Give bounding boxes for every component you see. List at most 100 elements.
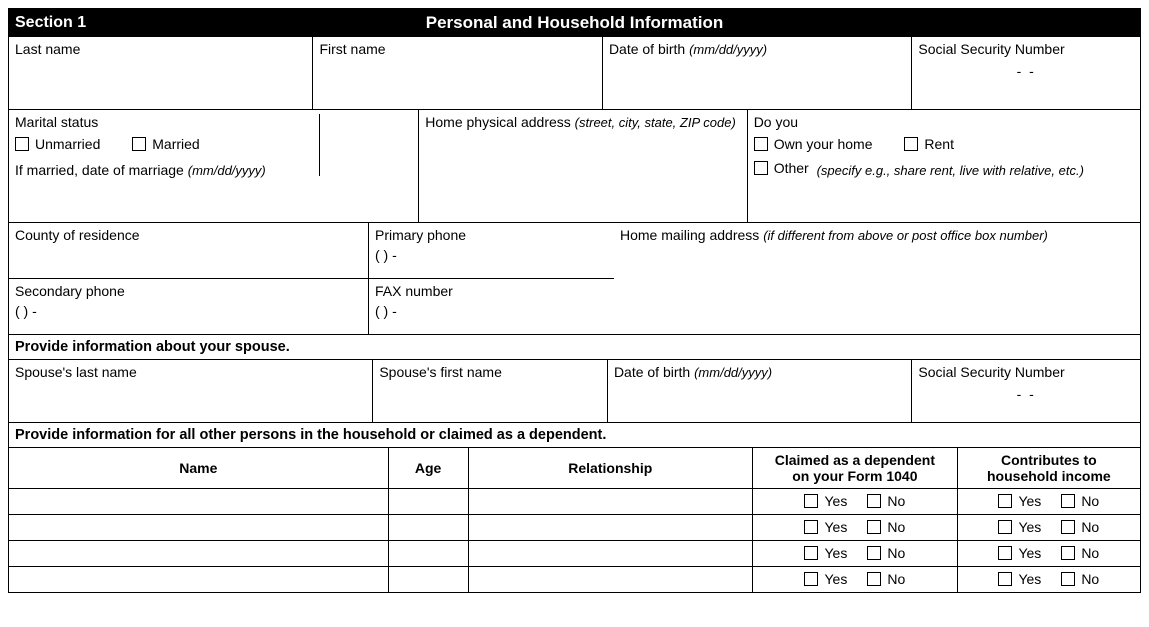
label-spouse-last: Spouse's last name <box>15 364 366 380</box>
checkbox-unmarried[interactable]: Unmarried <box>15 136 100 152</box>
label-spouse-first: Spouse's first name <box>379 364 601 380</box>
dep-row: Yes No Yes No <box>9 515 1140 541</box>
field-first-name[interactable]: First name <box>313 37 602 109</box>
label-spouse-dob: Date of birth (mm/dd/yyyy) <box>614 364 905 380</box>
dependents-table: Name Age Relationship Claimed as a depen… <box>9 448 1140 593</box>
section-header: Section 1 Personal and Household Informa… <box>9 9 1140 37</box>
dep-relationship[interactable] <box>468 489 753 515</box>
label-secondary-phone: Secondary phone <box>15 283 362 299</box>
checkbox-contrib-no[interactable]: No <box>1061 493 1099 509</box>
label-marriage-date: If married, date of marriage (mm/dd/yyyy… <box>15 154 418 178</box>
dependents-instruction: Provide information for all other person… <box>9 423 1140 448</box>
dep-contributes: Yes No <box>957 541 1140 567</box>
marital-options: Unmarried Married <box>15 130 418 154</box>
field-marital-status: Marital status Unmarried Married If marr… <box>9 110 418 222</box>
dep-name[interactable] <box>9 515 388 541</box>
field-county[interactable]: County of residence <box>9 223 369 278</box>
label-spouse-ssn: Social Security Number <box>918 364 1134 380</box>
label-do-you: Do you <box>754 114 1134 130</box>
label-county: County of residence <box>15 227 362 243</box>
phone-template-1: ( ) - <box>375 243 608 263</box>
row-marital-address-home: Marital status Unmarried Married If marr… <box>9 110 1140 223</box>
checkbox-claimed-yes[interactable]: Yes <box>804 519 847 535</box>
label-ssn: Social Security Number <box>918 41 1134 57</box>
dep-row: Yes No Yes No <box>9 489 1140 515</box>
dep-name[interactable] <box>9 489 388 515</box>
col-age: Age <box>388 448 468 489</box>
field-ssn[interactable]: Social Security Number - - <box>912 37 1140 109</box>
col-claimed: Claimed as a dependent on your Form 1040 <box>753 448 958 489</box>
dep-contributes: Yes No <box>957 515 1140 541</box>
dep-age[interactable] <box>388 515 468 541</box>
checkbox-married[interactable]: Married <box>132 136 199 152</box>
checkbox-contrib-yes[interactable]: Yes <box>998 519 1041 535</box>
form-section-1: Section 1 Personal and Household Informa… <box>8 8 1141 593</box>
dep-contributes: Yes No <box>957 567 1140 593</box>
section-title: Personal and Household Information <box>9 13 1140 33</box>
label-dob: Date of birth (mm/dd/yyyy) <box>609 41 905 57</box>
field-dob[interactable]: Date of birth (mm/dd/yyyy) <box>603 37 912 109</box>
label-home-address: Home physical address (street, city, sta… <box>425 114 740 130</box>
dep-header-row: Name Age Relationship Claimed as a depen… <box>9 448 1140 489</box>
label-fax: FAX number <box>375 283 608 299</box>
field-fax[interactable]: FAX number ( ) - <box>369 279 614 334</box>
dep-name[interactable] <box>9 541 388 567</box>
dep-age[interactable] <box>388 489 468 515</box>
field-last-name[interactable]: Last name <box>9 37 313 109</box>
dep-name[interactable] <box>9 567 388 593</box>
checkbox-contrib-yes[interactable]: Yes <box>998 493 1041 509</box>
phone-template-3: ( ) - <box>375 299 608 319</box>
dep-relationship[interactable] <box>468 541 753 567</box>
field-spouse-ssn[interactable]: Social Security Number - - <box>912 360 1140 422</box>
dep-relationship[interactable] <box>468 515 753 541</box>
field-spouse-last[interactable]: Spouse's last name <box>9 360 373 422</box>
checkbox-contrib-no[interactable]: No <box>1061 571 1099 587</box>
checkbox-claimed-yes[interactable]: Yes <box>804 545 847 561</box>
dep-contributes: Yes No <box>957 489 1140 515</box>
ssn-template: - - <box>918 57 1134 79</box>
checkbox-claimed-no[interactable]: No <box>867 571 905 587</box>
col-name: Name <box>9 448 388 489</box>
field-secondary-phone[interactable]: Secondary phone ( ) - <box>9 279 369 334</box>
checkbox-contrib-no[interactable]: No <box>1061 519 1099 535</box>
col-relationship: Relationship <box>468 448 753 489</box>
label-marital: Marital status <box>15 114 418 130</box>
checkbox-contrib-yes[interactable]: Yes <box>998 545 1041 561</box>
checkbox-claimed-yes[interactable]: Yes <box>804 493 847 509</box>
checkbox-own-home[interactable]: Own your home <box>754 136 873 152</box>
dep-claimed: Yes No <box>753 515 958 541</box>
dep-claimed: Yes No <box>753 541 958 567</box>
checkbox-claimed-yes[interactable]: Yes <box>804 571 847 587</box>
field-home-address[interactable]: Home physical address (street, city, sta… <box>418 110 747 222</box>
row-county-phone-mailing: County of residence Primary phone ( ) - … <box>9 223 1140 335</box>
checkbox-contrib-yes[interactable]: Yes <box>998 571 1041 587</box>
checkbox-claimed-no[interactable]: No <box>867 545 905 561</box>
dep-relationship[interactable] <box>468 567 753 593</box>
label-mailing-address: Home mailing address (if different from … <box>620 227 1134 243</box>
dep-row: Yes No Yes No <box>9 567 1140 593</box>
checkbox-rent[interactable]: Rent <box>904 136 954 152</box>
dep-claimed: Yes No <box>753 567 958 593</box>
spouse-ssn-template: - - <box>918 380 1134 402</box>
phone-template-2: ( ) - <box>15 299 362 319</box>
col-contributes: Contributes to household income <box>957 448 1140 489</box>
field-mailing-address[interactable]: Home mailing address (if different from … <box>614 223 1140 335</box>
dep-age[interactable] <box>388 567 468 593</box>
checkbox-claimed-no[interactable]: No <box>867 493 905 509</box>
row-name-dob-ssn: Last name First name Date of birth (mm/d… <box>9 37 1140 110</box>
dep-age[interactable] <box>388 541 468 567</box>
label-last-name: Last name <box>15 41 306 57</box>
field-spouse-first[interactable]: Spouse's first name <box>373 360 608 422</box>
checkbox-other[interactable]: Other <box>754 160 809 176</box>
label-first-name: First name <box>319 41 595 57</box>
checkbox-contrib-no[interactable]: No <box>1061 545 1099 561</box>
checkbox-claimed-no[interactable]: No <box>867 519 905 535</box>
field-do-you: Do you Own your home Rent Other (specify… <box>748 110 1140 222</box>
field-primary-phone[interactable]: Primary phone ( ) - <box>369 223 614 278</box>
label-primary-phone: Primary phone <box>375 227 608 243</box>
col-county-phones: County of residence Primary phone ( ) - … <box>9 223 614 335</box>
dep-row: Yes No Yes No <box>9 541 1140 567</box>
spouse-instruction: Provide information about your spouse. <box>9 335 1140 360</box>
field-spouse-dob[interactable]: Date of birth (mm/dd/yyyy) <box>608 360 912 422</box>
dep-claimed: Yes No <box>753 489 958 515</box>
